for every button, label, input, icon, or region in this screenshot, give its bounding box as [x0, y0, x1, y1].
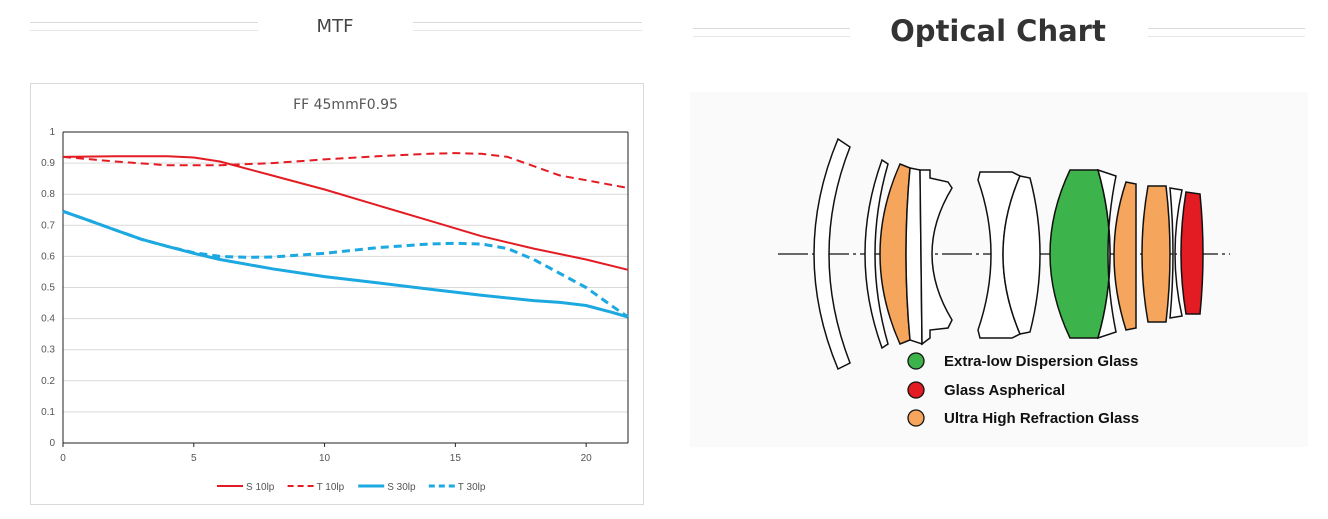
- divider-line: [693, 36, 850, 37]
- y-tick-label: 0: [49, 438, 55, 449]
- x-tick-label: 20: [581, 453, 593, 464]
- divider-line: [1148, 36, 1305, 37]
- x-tick-label: 0: [60, 453, 66, 464]
- mtf-chart-panel: FF 45mmF0.95 0 0.1 0.2 0.3 0.4 0.5 0.6 0.7 0.8 0.9…: [30, 83, 644, 505]
- legend-label: S 30lp: [387, 482, 416, 493]
- lens-element-11-ultra-high-refraction: [1141, 185, 1171, 323]
- mtf-chart: FF 45mmF0.95 0 0.1 0.2 0.3 0.4 0.5 0.6 0.7 0.8 0.9…: [41, 97, 629, 493]
- legend-label: T 10lp: [317, 482, 345, 493]
- legend-label-aspherical: Glass Aspherical: [944, 382, 1065, 399]
- series-line-s-30lp: [62, 209, 629, 319]
- lens-element-7: [1002, 175, 1041, 335]
- lens-element-9: [1096, 168, 1117, 340]
- lens-element-12: [1169, 187, 1183, 319]
- lens-element-1: [813, 137, 851, 371]
- y-tick-label: 1: [49, 127, 55, 138]
- legend-label-ed-glass: Extra-low Dispersion Glass: [944, 353, 1138, 370]
- y-tick-label: 0.6: [41, 251, 55, 262]
- lens-element-4: [905, 167, 923, 346]
- x-tick-label: 5: [191, 453, 197, 464]
- lens-element-13-aspherical: [1180, 191, 1204, 315]
- legend-label: S 10lp: [246, 482, 275, 493]
- legend-label-uhr-glass: Ultra High Refraction Glass: [944, 410, 1139, 427]
- mtf-heading: MTF: [316, 16, 354, 37]
- y-tick-label: 0.4: [41, 314, 55, 325]
- lens-element-2: [864, 158, 889, 350]
- divider-line: [693, 28, 850, 29]
- divider-line: [413, 22, 642, 23]
- divider-line: [30, 30, 258, 31]
- x-tick-label: 15: [450, 453, 462, 464]
- y-tick-label: 0.7: [41, 220, 55, 231]
- series-line-s-10lp: [62, 155, 629, 271]
- y-tick-label: 0.9: [41, 158, 55, 169]
- red-dot-icon: [907, 381, 925, 399]
- y-tick-label: 0.5: [41, 283, 55, 294]
- lens-element-5: [919, 169, 953, 346]
- y-tick-label: 0.2: [41, 376, 55, 387]
- series-line-t-10lp: [62, 152, 629, 189]
- optical-chart-panel: Extra-low Dispersion Glass Glass Aspheri…: [690, 92, 1308, 447]
- divider-line: [1148, 28, 1305, 29]
- divider-line: [30, 22, 258, 23]
- y-tick-label: 0.1: [41, 407, 55, 418]
- x-tick-label: 10: [319, 453, 331, 464]
- divider-line: [413, 30, 642, 31]
- chart-title: FF 45mmF0.95: [293, 97, 398, 113]
- lens-legend: Extra-low Dispersion Glass Glass Aspheri…: [907, 352, 1139, 427]
- optical-chart-heading: Optical Chart: [890, 14, 1106, 48]
- legend-label: T 30lp: [458, 482, 486, 493]
- green-dot-icon: [907, 352, 925, 370]
- lens-diagram: Extra-low Dispersion Glass Glass Aspheri…: [778, 137, 1230, 427]
- y-tick-label: 0.3: [41, 345, 55, 356]
- y-tick-label: 0.8: [41, 189, 55, 200]
- lens-element-8-extra-low-dispersion: [1049, 169, 1111, 339]
- orange-dot-icon: [907, 409, 925, 427]
- lens-element-10-ultra-high-refraction: [1113, 181, 1137, 331]
